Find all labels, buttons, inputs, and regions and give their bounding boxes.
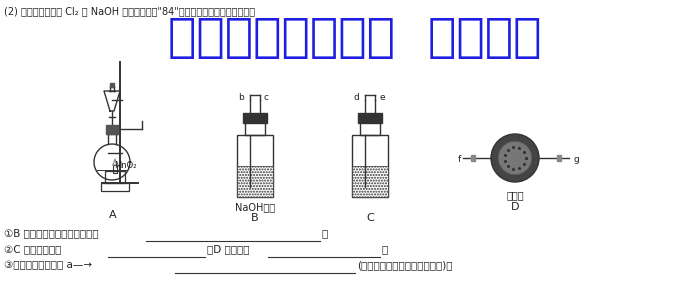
- Bar: [243, 113, 267, 123]
- Text: ③仪器的连接顺序为 a—→: ③仪器的连接顺序为 a—→: [4, 260, 92, 270]
- Text: ①B 中发生反应的离子方程式为: ①B 中发生反应的离子方程式为: [4, 228, 99, 238]
- Bar: [557, 155, 561, 161]
- Text: C: C: [366, 213, 374, 223]
- Text: NaOH溶液: NaOH溶液: [235, 202, 275, 212]
- Bar: [245, 121, 265, 135]
- Text: ②C 中盛装试剂为: ②C 中盛装试剂为: [4, 244, 62, 254]
- Bar: [360, 121, 380, 135]
- Text: (按气流方向，用小写字母表示)。: (按气流方向，用小写字母表示)。: [357, 260, 452, 270]
- Bar: [105, 171, 125, 183]
- Bar: [471, 155, 475, 161]
- Text: 碱石灰: 碱石灰: [506, 190, 524, 200]
- Text: 。: 。: [382, 244, 389, 254]
- Bar: [101, 183, 129, 191]
- Text: 微信公众号关注：  趣找答案: 微信公众号关注： 趣找答案: [168, 16, 542, 61]
- Bar: [110, 83, 114, 87]
- Bar: [358, 113, 382, 123]
- Text: b: b: [238, 93, 244, 102]
- Text: D: D: [511, 202, 519, 212]
- Text: ，D 的作用是: ，D 的作用是: [207, 244, 249, 254]
- Text: 。: 。: [322, 228, 328, 238]
- Bar: [237, 135, 273, 197]
- Text: g: g: [573, 156, 579, 164]
- Bar: [113, 165, 117, 173]
- Text: f: f: [458, 156, 461, 164]
- Circle shape: [491, 134, 539, 182]
- Circle shape: [498, 141, 532, 175]
- Bar: [352, 166, 388, 197]
- Text: c: c: [264, 93, 269, 102]
- Text: A: A: [109, 210, 117, 220]
- Text: d: d: [353, 93, 358, 102]
- Text: e: e: [379, 93, 384, 102]
- Text: (2) 实验小组欲利用 Cl₂ 与 NaOH 溶液反应制备"84"消毒液，选择实验装置如下：: (2) 实验小组欲利用 Cl₂ 与 NaOH 溶液反应制备"84"消毒液，选择实…: [4, 6, 255, 16]
- Bar: [237, 166, 273, 197]
- Text: MnO₂: MnO₂: [114, 160, 136, 170]
- Bar: [106, 125, 118, 134]
- Bar: [352, 135, 388, 197]
- Text: B: B: [251, 213, 259, 223]
